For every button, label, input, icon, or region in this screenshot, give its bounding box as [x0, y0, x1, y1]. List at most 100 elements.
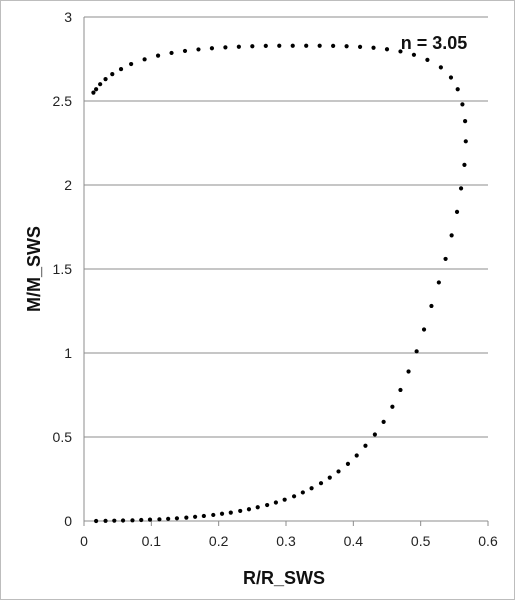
data-point: [345, 461, 351, 466]
data-point: [372, 432, 377, 437]
data-point: [309, 486, 314, 491]
data-point: [414, 349, 419, 354]
data-point: [421, 327, 427, 332]
data-point: [174, 516, 180, 521]
data-point: [458, 186, 464, 191]
data-point: [184, 515, 189, 520]
axes: [83, 17, 489, 526]
data-point: [460, 102, 465, 107]
data-points: [91, 43, 468, 524]
data-point: [263, 43, 268, 48]
data-point: [411, 52, 417, 57]
y-tick-label: 2.5: [53, 93, 73, 109]
data-point: [98, 82, 103, 87]
x-tick-label: 0.5: [411, 533, 431, 549]
x-axis-label: R/R_SWS: [243, 568, 325, 588]
data-point: [290, 43, 295, 48]
data-point: [196, 47, 201, 52]
data-point: [228, 510, 233, 515]
data-point: [429, 303, 434, 309]
data-point: [463, 119, 468, 124]
data-point: [463, 139, 468, 144]
data-point: [112, 518, 117, 523]
data-point: [193, 514, 198, 519]
data-point: [211, 512, 216, 518]
y-axis-label: M/M_SWS: [24, 226, 44, 312]
tick-labels: 0 0.5 1 1.5 2 2.5 3 0 0.1 0.2 0.3 0.4 0.5 0.6: [53, 9, 498, 549]
data-point: [398, 49, 403, 54]
data-point: [120, 518, 126, 523]
data-point: [344, 44, 349, 49]
data-point: [166, 516, 171, 521]
y-tick-label: 1.5: [53, 261, 73, 277]
data-point: [118, 66, 124, 72]
data-point: [436, 280, 441, 285]
data-point: [273, 500, 278, 505]
data-point: [363, 443, 368, 448]
data-point: [147, 517, 153, 522]
gridlines: [84, 16, 488, 438]
data-point: [390, 404, 395, 409]
y-tick-label: 0.5: [53, 429, 73, 445]
data-point: [103, 77, 108, 82]
data-point: [398, 387, 403, 393]
y-tick-label: 3: [64, 9, 72, 25]
data-point: [129, 61, 134, 67]
data-point: [331, 43, 336, 48]
data-point: [155, 53, 161, 58]
x-tick-label: 0: [80, 533, 88, 549]
data-point: [130, 518, 135, 523]
data-point: [94, 518, 99, 524]
x-tick-label: 0.6: [478, 533, 498, 549]
x-tick-label: 0.4: [344, 533, 364, 549]
data-point: [265, 502, 270, 508]
x-tick-label: 0.3: [276, 533, 296, 549]
data-point: [462, 162, 467, 167]
data-point: [381, 419, 386, 424]
data-point: [94, 87, 99, 92]
y-tick-label: 0: [64, 513, 72, 529]
data-point: [384, 47, 390, 52]
data-point: [448, 75, 454, 80]
data-point: [142, 57, 147, 62]
data-point: [103, 518, 108, 523]
data-point: [291, 494, 297, 499]
data-point: [449, 233, 454, 238]
data-point: [318, 481, 324, 486]
data-point: [209, 46, 215, 51]
data-point: [236, 44, 241, 49]
data-point: [201, 513, 206, 519]
data-point: [246, 507, 252, 512]
data-point: [219, 511, 225, 516]
data-point: [250, 44, 255, 49]
data-point: [157, 517, 162, 522]
y-tick-label: 1: [64, 345, 72, 361]
data-point: [139, 517, 144, 523]
data-point: [455, 87, 460, 92]
x-tick-label: 0.2: [209, 533, 229, 549]
data-point: [454, 209, 460, 214]
data-point: [169, 50, 174, 56]
data-point: [438, 65, 443, 70]
data-point: [357, 44, 363, 50]
data-point: [327, 475, 332, 480]
data-point: [336, 469, 341, 474]
data-point: [304, 43, 309, 48]
data-point: [425, 57, 430, 62]
data-point: [371, 45, 376, 50]
data-point: [255, 505, 260, 510]
data-point: [182, 48, 188, 54]
data-point: [282, 497, 287, 502]
data-point: [354, 453, 359, 458]
data-point: [110, 72, 115, 77]
data-point: [223, 45, 228, 50]
data-point: [406, 369, 411, 374]
data-point: [300, 490, 305, 495]
x-tick-label: 0.1: [142, 533, 162, 549]
y-tick-label: 2: [64, 177, 72, 193]
data-point: [277, 43, 282, 48]
data-point: [238, 508, 243, 514]
data-point: [443, 256, 448, 262]
